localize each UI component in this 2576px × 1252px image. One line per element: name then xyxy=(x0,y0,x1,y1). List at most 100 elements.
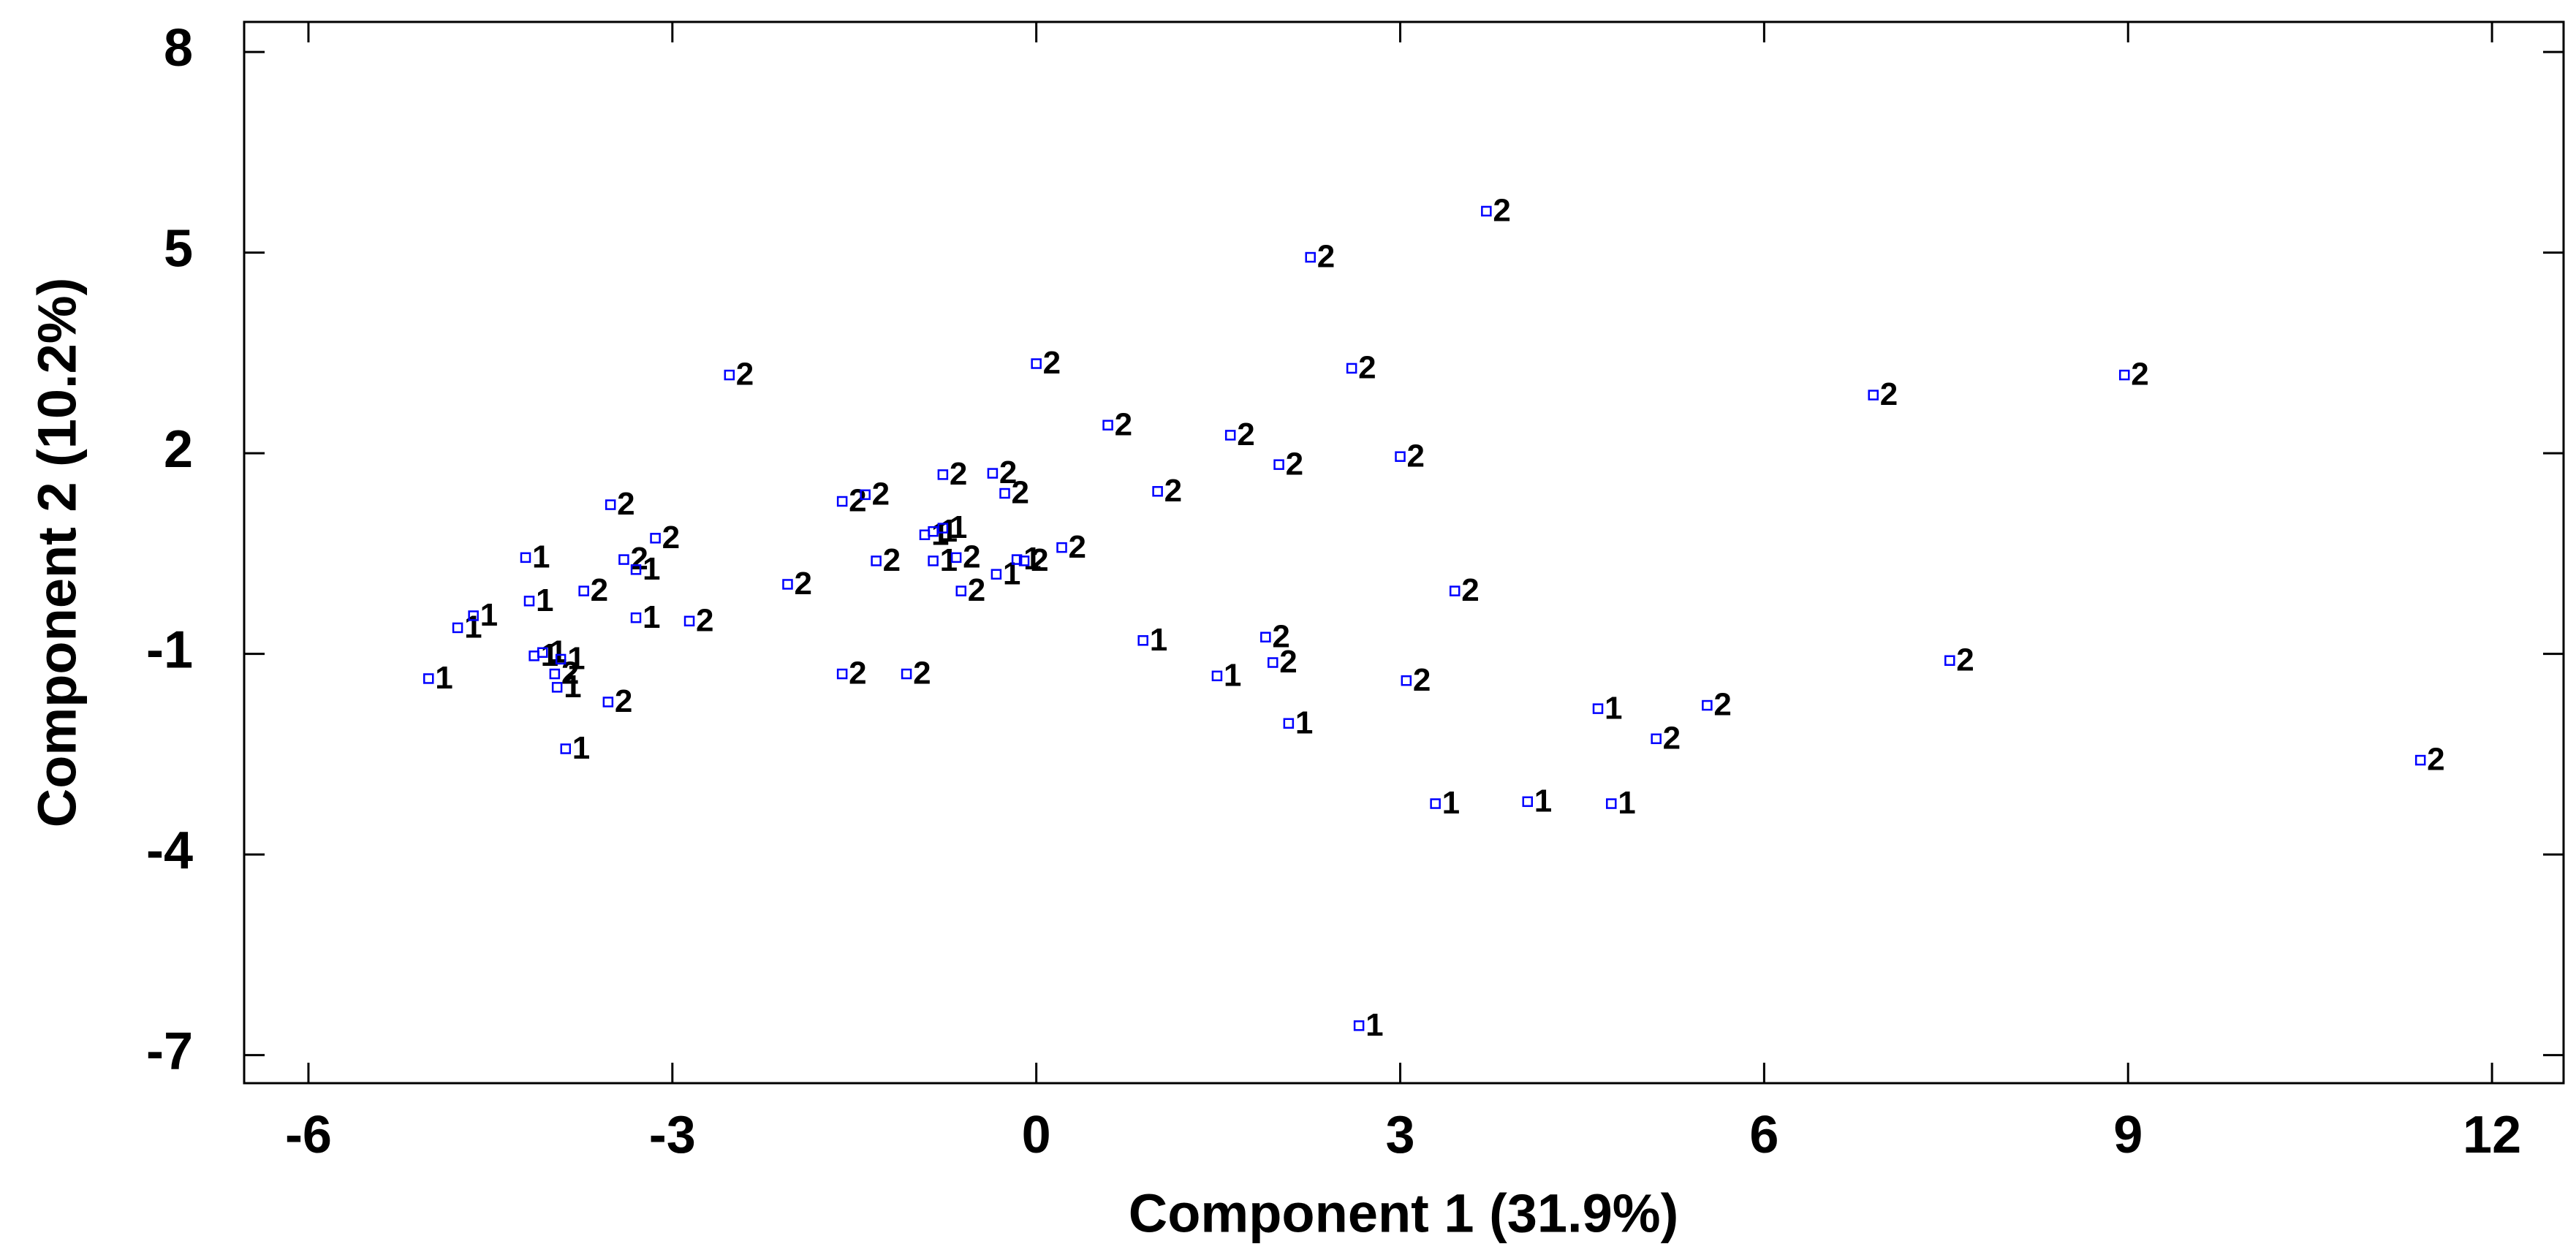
point-label: 1 xyxy=(1295,705,1313,740)
point-marker xyxy=(1401,675,1412,686)
point-label: 2 xyxy=(1493,193,1510,229)
point-marker xyxy=(650,533,661,544)
y-tick-label: -4 xyxy=(146,822,193,880)
x-tick-label: 9 xyxy=(2113,1106,2143,1164)
point-label: 1 xyxy=(950,509,967,545)
point-marker xyxy=(836,668,848,680)
point-marker xyxy=(937,469,949,480)
point-label: 2 xyxy=(662,520,680,555)
point-label: 2 xyxy=(1237,417,1254,452)
point-label: 2 xyxy=(1115,406,1132,442)
point-label: 2 xyxy=(794,566,811,602)
point-label: 1 xyxy=(567,641,585,677)
x-tick-label: 3 xyxy=(1385,1106,1414,1164)
point-marker xyxy=(578,585,589,596)
point-marker xyxy=(468,610,479,621)
point-marker xyxy=(452,622,463,634)
point-marker xyxy=(724,369,735,381)
point-marker xyxy=(999,487,1010,499)
point-label: 2 xyxy=(963,539,980,574)
point-label: 1 xyxy=(532,539,550,574)
point-marker xyxy=(1211,670,1223,682)
point-marker xyxy=(937,523,949,534)
point-label: 2 xyxy=(1043,345,1061,381)
x-tick-label: -3 xyxy=(649,1106,696,1164)
point-label: 2 xyxy=(1069,529,1086,565)
point-label: 1 xyxy=(940,542,958,578)
point-label: 1 xyxy=(1150,622,1167,658)
point-label: 2 xyxy=(968,572,985,608)
point-marker xyxy=(1102,420,1113,430)
point-marker xyxy=(1430,798,1441,809)
point-label: 2 xyxy=(1286,446,1303,482)
point-marker xyxy=(551,682,563,693)
point-label: 1 xyxy=(572,730,590,766)
point-label: 2 xyxy=(1272,618,1289,654)
point-label: 1 xyxy=(536,583,553,618)
point-label: 2 xyxy=(1279,644,1297,680)
point-marker xyxy=(1056,542,1067,553)
point-label: 1 xyxy=(464,610,482,645)
point-label: 2 xyxy=(630,541,648,577)
point-label: 1 xyxy=(643,551,660,587)
point-marker xyxy=(782,579,793,590)
point-marker xyxy=(1944,655,1955,667)
point-label: 2 xyxy=(591,572,608,608)
point-marker xyxy=(1449,585,1461,596)
point-marker xyxy=(950,552,962,564)
y-axis-title: Component 2 (10.2%) xyxy=(27,278,88,827)
point-marker xyxy=(919,529,931,541)
point-marker xyxy=(928,555,939,566)
point-label: 1 xyxy=(931,516,949,552)
y-tick-label: -7 xyxy=(146,1023,193,1081)
point-label: 2 xyxy=(883,542,901,578)
point-marker xyxy=(630,564,642,575)
point-marker xyxy=(1018,555,1030,566)
point-label: 1 xyxy=(435,660,452,696)
point-label: 1 xyxy=(564,669,581,705)
point-label: 2 xyxy=(2427,742,2444,778)
y-tick-label: 5 xyxy=(164,220,193,278)
point-marker xyxy=(618,554,629,565)
point-label: 2 xyxy=(617,486,634,522)
point-marker xyxy=(529,650,539,661)
x-tick-label: 12 xyxy=(2463,1106,2521,1164)
point-label: 2 xyxy=(872,476,890,512)
point-label: 1 xyxy=(1442,785,1460,821)
point-marker xyxy=(1481,205,1492,217)
point-label: 2 xyxy=(2131,357,2148,392)
point-marker xyxy=(1346,363,1357,374)
point-label: 2 xyxy=(849,656,866,691)
point-marker xyxy=(1224,430,1236,441)
point-label: 1 xyxy=(940,513,958,549)
point-marker xyxy=(1606,798,1617,809)
point-marker xyxy=(520,552,531,564)
point-label: 2 xyxy=(1164,473,1182,509)
y-tick-label: -1 xyxy=(146,621,193,680)
point-marker xyxy=(555,653,567,665)
point-marker xyxy=(1651,733,1662,745)
point-marker xyxy=(1260,631,1271,642)
point-marker xyxy=(955,585,967,596)
point-marker xyxy=(871,555,882,566)
point-marker xyxy=(2414,754,2426,766)
point-label: 2 xyxy=(1407,438,1425,474)
point-label: 2 xyxy=(696,602,713,638)
point-marker xyxy=(1353,1020,1365,1031)
point-marker xyxy=(990,569,1002,580)
point-label: 2 xyxy=(1413,662,1431,698)
point-marker xyxy=(1305,251,1316,263)
point-marker xyxy=(901,668,912,680)
point-label: 2 xyxy=(1031,542,1048,578)
y-tick-label: 8 xyxy=(164,19,193,77)
point-marker xyxy=(928,526,939,537)
point-label: 2 xyxy=(913,656,931,691)
point-label: 2 xyxy=(1713,687,1731,723)
point-marker xyxy=(836,496,848,507)
point-label: 2 xyxy=(615,683,632,719)
point-label: 1 xyxy=(1534,783,1552,819)
point-label: 2 xyxy=(950,456,967,492)
plot-frame xyxy=(243,20,2565,1085)
point-marker xyxy=(602,697,614,707)
